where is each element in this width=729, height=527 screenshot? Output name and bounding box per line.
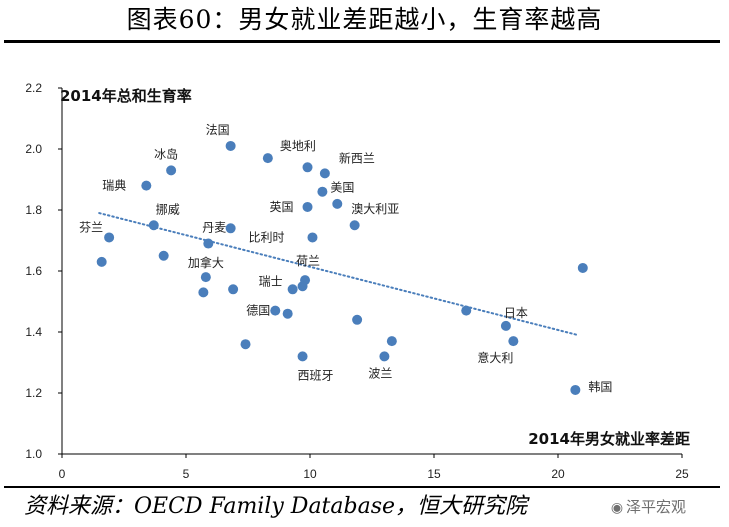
bottom-rule <box>4 486 720 488</box>
data-point <box>297 281 308 292</box>
data-point <box>225 140 236 151</box>
data-point <box>240 339 251 350</box>
x-tick-label: 5 <box>183 467 190 481</box>
data-point <box>225 223 236 234</box>
data-point <box>317 186 328 197</box>
data-point <box>577 262 588 273</box>
point-label: 芬兰 <box>79 220 103 234</box>
x-tick-label: 20 <box>551 467 565 481</box>
x-axis-label: 2014年男女就业率差距 <box>528 430 690 448</box>
top-rule <box>4 40 720 43</box>
data-point <box>203 238 214 249</box>
data-point <box>302 162 313 173</box>
point-label: 美国 <box>330 181 354 195</box>
data-point <box>287 284 298 295</box>
point-label: 奥地利 <box>280 139 316 153</box>
source-note: 资料来源：OECD Family Database，恒大研究院 <box>24 494 528 519</box>
data-point <box>297 351 308 362</box>
y-tick-label: 1.4 <box>25 325 42 339</box>
data-point <box>158 250 169 261</box>
data-point <box>270 305 281 316</box>
point-label: 日本 <box>504 306 528 320</box>
data-point <box>461 305 472 316</box>
y-tick-label: 2.2 <box>25 81 42 95</box>
data-point <box>349 220 360 231</box>
point-label: 丹麦 <box>202 221 226 235</box>
data-point <box>104 232 115 243</box>
data-point <box>200 272 211 283</box>
data-point <box>96 256 107 267</box>
axes: 1.0 1.2 1.4 1.6 1.8 2.0 2.2 0 5 10 15 20 25 <box>25 81 689 481</box>
point-label: 冰岛 <box>154 146 178 161</box>
y-tick-label: 1.6 <box>25 264 42 278</box>
x-tick-label: 10 <box>303 467 317 481</box>
data-point <box>352 314 363 325</box>
x-tick-label: 15 <box>427 467 441 481</box>
wechat-icon: ◉ <box>610 500 624 516</box>
y-tick-label: 1.8 <box>25 203 42 217</box>
x-tick-label: 25 <box>675 467 689 481</box>
point-label: 西班牙 <box>298 368 334 382</box>
data-point <box>500 320 511 331</box>
point-label: 意大利 <box>477 350 513 365</box>
point-label: 新西兰 <box>339 150 375 165</box>
point-label: 德国 <box>246 303 270 318</box>
data-point <box>262 153 273 164</box>
y-tick-label: 1.0 <box>25 447 42 461</box>
trendline <box>98 212 579 337</box>
data-point <box>332 198 343 209</box>
trendline-group <box>98 212 579 337</box>
points-group <box>96 140 588 395</box>
data-point <box>302 201 313 212</box>
point-label: 荷兰 <box>296 254 320 268</box>
data-point <box>228 284 239 295</box>
point-label: 瑞典 <box>102 179 126 193</box>
point-label: 英国 <box>270 200 294 214</box>
y-axis-label: 2014年总和生育率 <box>60 87 192 105</box>
scatter-chart: 1.0 1.2 1.4 1.6 1.8 2.0 2.2 0 5 10 15 20 25 法国奥地利冰岛瑞… <box>25 81 690 481</box>
data-point <box>198 287 209 298</box>
point-label: 澳大利亚 <box>351 202 399 216</box>
data-point <box>307 232 318 243</box>
data-point <box>386 336 397 347</box>
y-tick-label: 2.0 <box>25 142 42 156</box>
point-label: 波兰 <box>368 366 392 380</box>
watermark-text: 泽平宏观 <box>626 498 687 516</box>
data-point <box>141 180 152 191</box>
point-label: 韩国 <box>588 379 612 394</box>
chart-title: 图表60：男女就业差距越小，生育率越高 <box>126 5 603 34</box>
point-label: 挪威 <box>156 202 180 216</box>
data-point <box>508 336 519 347</box>
data-point <box>570 384 581 395</box>
point-label: 加拿大 <box>188 255 224 270</box>
data-point <box>148 220 159 231</box>
point-label: 比利时 <box>248 230 284 244</box>
point-label: 瑞士 <box>259 274 283 288</box>
watermark: ◉ 泽平宏观 <box>608 490 686 524</box>
x-tick-label: 0 <box>59 467 66 481</box>
data-point <box>379 351 390 362</box>
point-label: 法国 <box>206 123 230 137</box>
data-point <box>319 168 330 179</box>
y-tick-label: 1.2 <box>25 386 42 400</box>
data-point <box>166 165 177 176</box>
data-point <box>282 308 293 319</box>
